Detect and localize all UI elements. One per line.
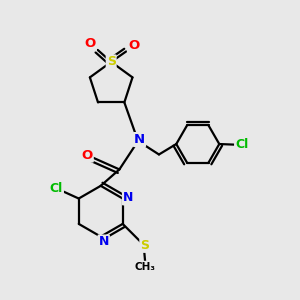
Text: CH₃: CH₃ xyxy=(135,262,156,272)
Text: O: O xyxy=(82,148,93,162)
Text: Cl: Cl xyxy=(50,182,63,195)
Text: S: S xyxy=(140,239,149,252)
Text: S: S xyxy=(107,56,116,68)
Text: O: O xyxy=(128,39,139,52)
Text: N: N xyxy=(98,236,109,248)
Text: N: N xyxy=(123,191,133,204)
Text: O: O xyxy=(85,37,96,50)
Text: Cl: Cl xyxy=(235,138,248,151)
Text: N: N xyxy=(134,133,145,146)
